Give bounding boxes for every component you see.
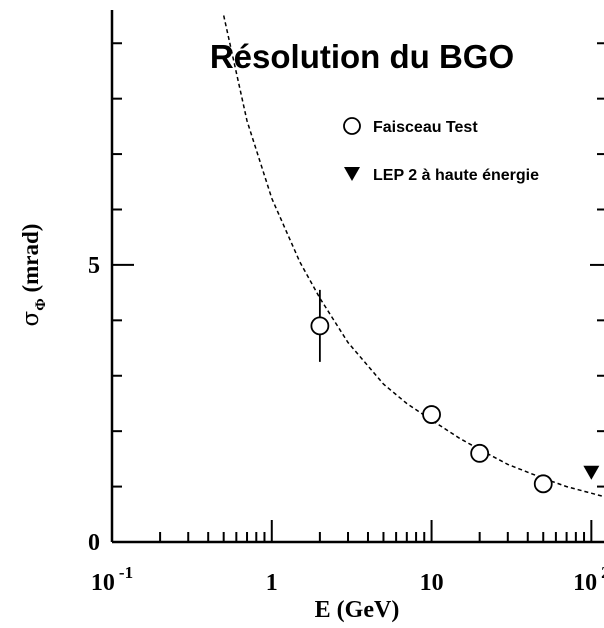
legend-label-lep2: LEP 2 à haute énergie bbox=[373, 167, 539, 184]
x-tick-label: 10 -1 bbox=[91, 563, 133, 596]
data-point-circle bbox=[533, 474, 553, 494]
y-tick-label: 0 bbox=[88, 530, 100, 556]
data-point-circle bbox=[310, 316, 330, 336]
x-tick-label: 1 bbox=[266, 570, 278, 596]
fit-curve bbox=[222, 15, 604, 498]
data-point-circle bbox=[470, 443, 490, 463]
data-point-circle bbox=[422, 405, 441, 424]
legend: Faisceau Test LEP 2 à haute énergie bbox=[343, 117, 539, 184]
y-axis-label-symbol: σ bbox=[18, 310, 44, 326]
y-axis-label-subscript: Φ bbox=[33, 298, 49, 310]
svg-text:σΦ (mrad): σΦ (mrad) bbox=[18, 224, 49, 327]
data-point-triangle bbox=[583, 465, 600, 480]
x-tick-label: 102 bbox=[573, 563, 604, 596]
x-tick-label: 10 bbox=[420, 570, 444, 596]
legend-triangle-marker bbox=[344, 167, 360, 181]
y-axis-label-unit: (mrad) bbox=[18, 224, 43, 293]
y-axis-label: σΦ (mrad) bbox=[18, 224, 49, 327]
chart-title: Résolution du BGO bbox=[210, 38, 514, 75]
x-axis-label: E (GeV) bbox=[315, 597, 400, 623]
legend-label-faisceau-test: Faisceau Test bbox=[373, 119, 478, 136]
y-tick-label: 5 bbox=[88, 253, 100, 279]
legend-circle-marker bbox=[343, 117, 361, 135]
